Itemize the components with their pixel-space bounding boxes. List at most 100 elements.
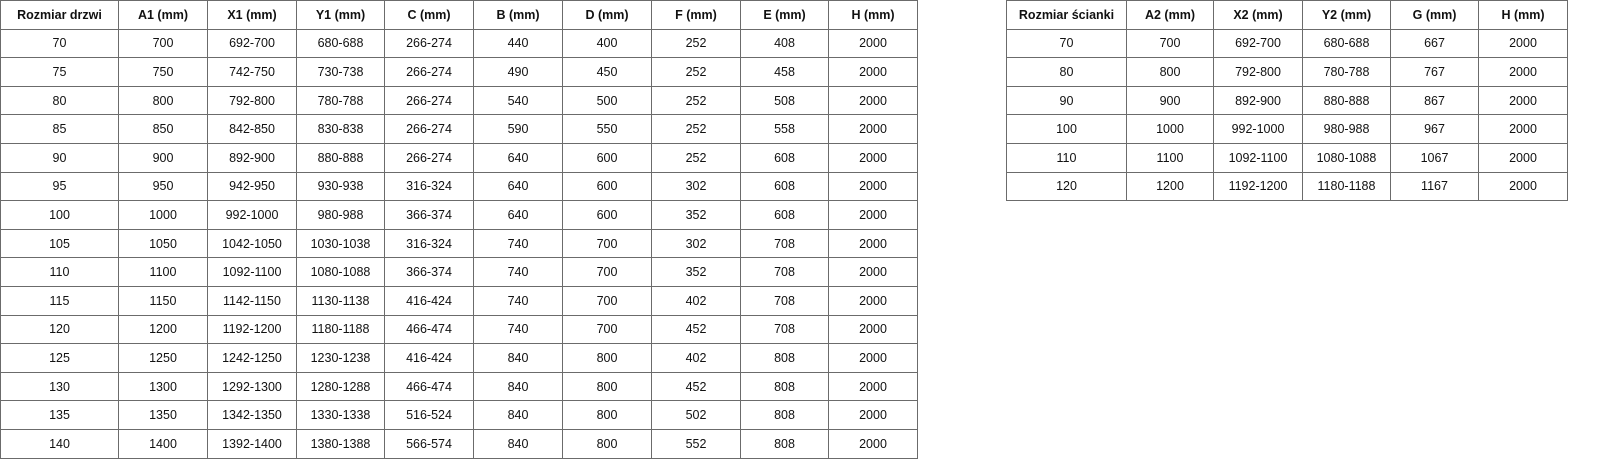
- table-cell: 2000: [1478, 114, 1568, 144]
- table-cell: 1192-1200: [207, 314, 297, 345]
- table-cell: 742-750: [207, 57, 297, 87]
- table-cell: 508: [740, 85, 829, 116]
- table-cell: 930-938: [296, 171, 385, 202]
- table-cell: 1230-1238: [296, 343, 385, 373]
- table-row: 120 1200 1192-1200 1180-1188 1167 2000: [1006, 171, 1568, 202]
- table-cell: 416-424: [384, 343, 474, 373]
- table-cell: 2000: [828, 142, 918, 173]
- column-header: Y2 (mm): [1302, 0, 1391, 30]
- table-cell: 792-800: [207, 85, 297, 116]
- table-cell: 140: [0, 428, 119, 459]
- table-cell: 640: [473, 142, 563, 173]
- table-cell: 302: [651, 171, 741, 202]
- table-cell: 792-800: [1213, 57, 1303, 87]
- table-cell: 740: [473, 285, 563, 316]
- table-cell: 120: [1006, 171, 1127, 202]
- header-row: Rozmiar drzwi A1 (mm) X1 (mm) Y1 (mm) C (mm)…: [0, 0, 918, 30]
- table-cell: 502: [651, 400, 741, 430]
- table-cell: 2000: [828, 171, 918, 202]
- table-row: 70 700 692-700 680-688 667 2000: [1006, 28, 1568, 59]
- table-row: 95 950 942-950 930-938 316-324 640 600 302 608 20…: [0, 171, 918, 202]
- table-cell: 1400: [118, 428, 208, 459]
- table-cell: 1242-1250: [207, 343, 297, 373]
- table-cell: 840: [473, 400, 563, 430]
- table-cell: 1092-1100: [207, 257, 297, 287]
- table-row: 130 1300 1292-1300 1280-1288 466-474 840 800 45…: [0, 371, 918, 402]
- table-cell: 840: [473, 428, 563, 459]
- table-cell: 1100: [118, 257, 208, 287]
- table-cell: 1280-1288: [296, 371, 385, 402]
- table-cell: 608: [740, 171, 829, 202]
- table-cell: 1380-1388: [296, 428, 385, 459]
- table-cell: 252: [651, 85, 741, 116]
- table-cell: 115: [0, 285, 119, 316]
- table-cell: 95: [0, 171, 119, 202]
- table-cell: 2000: [1478, 142, 1568, 173]
- column-header: X2 (mm): [1213, 0, 1303, 30]
- table-row: 105 1050 1042-1050 1030-1038 316-324 740 700 30…: [0, 228, 918, 259]
- table-cell: 2000: [828, 57, 918, 87]
- table-cell: 120: [0, 314, 119, 345]
- column-header: G (mm): [1390, 0, 1479, 30]
- table-cell: 942-950: [207, 171, 297, 202]
- table-cell: 700: [562, 285, 652, 316]
- table-cell: 302: [651, 228, 741, 259]
- table-row: 80 800 792-800 780-788 767 2000: [1006, 57, 1568, 87]
- table-cell: 750: [118, 57, 208, 87]
- table-row: 125 1250 1242-1250 1230-1238 416-424 840 800 40…: [0, 343, 918, 373]
- table-cell: 1350: [118, 400, 208, 430]
- table-row: 120 1200 1192-1200 1180-1188 466-474 740 700 45…: [0, 314, 918, 345]
- table-cell: 590: [473, 114, 563, 144]
- table-cell: 967: [1390, 114, 1479, 144]
- table-cell: 552: [651, 428, 741, 459]
- table-cell: 135: [0, 400, 119, 430]
- table-cell: 780-788: [1302, 57, 1391, 87]
- table-cell: 1000: [118, 200, 208, 230]
- table-cell: 830-838: [296, 114, 385, 144]
- table-cell: 458: [740, 57, 829, 87]
- table-cell: 408: [740, 28, 829, 59]
- table-cell: 500: [562, 85, 652, 116]
- table-cell: 808: [740, 428, 829, 459]
- column-header: H (mm): [1478, 0, 1568, 30]
- table-cell: 692-700: [207, 28, 297, 59]
- table-cell: 740: [473, 314, 563, 345]
- table-cell: 2000: [1478, 85, 1568, 116]
- table-cell: 900: [118, 142, 208, 173]
- table-cell: 90: [1006, 85, 1127, 116]
- table-cell: 708: [740, 228, 829, 259]
- table-cell: 1100: [1126, 142, 1214, 173]
- table-cell: 700: [562, 257, 652, 287]
- column-header: B (mm): [473, 0, 563, 30]
- table-cell: 1142-1150: [207, 285, 297, 316]
- table-cell: 700: [562, 228, 652, 259]
- table-cell: 566-574: [384, 428, 474, 459]
- table-cell: 266-274: [384, 114, 474, 144]
- table-cell: 252: [651, 28, 741, 59]
- table-cell: 100: [1006, 114, 1127, 144]
- table-cell: 110: [1006, 142, 1127, 173]
- table-row: 110 1100 1092-1100 1080-1088 366-374 740 700 35…: [0, 257, 918, 287]
- table-cell: 800: [562, 428, 652, 459]
- table-cell: 2000: [828, 200, 918, 230]
- table-cell: 842-850: [207, 114, 297, 144]
- table-cell: 692-700: [1213, 28, 1303, 59]
- table-cell: 680-688: [296, 28, 385, 59]
- table-cell: 252: [651, 114, 741, 144]
- table-cell: 892-900: [207, 142, 297, 173]
- table-cell: 600: [562, 200, 652, 230]
- table-row: 90 900 892-900 880-888 266-274 640 600 252 608 20…: [0, 142, 918, 173]
- table-cell: 680-688: [1302, 28, 1391, 59]
- table-cell: 130: [0, 371, 119, 402]
- table-cell: 2000: [828, 285, 918, 316]
- table-cell: 70: [0, 28, 119, 59]
- table-cell: 700: [562, 314, 652, 345]
- table-cell: 402: [651, 285, 741, 316]
- column-header: E (mm): [740, 0, 829, 30]
- table-row: 70 700 692-700 680-688 266-274 440 400 252 408 20…: [0, 28, 918, 59]
- table-cell: 1200: [118, 314, 208, 345]
- table-cell: 450: [562, 57, 652, 87]
- table-cell: 1330-1338: [296, 400, 385, 430]
- table-cell: 950: [118, 171, 208, 202]
- table-cell: 266-274: [384, 85, 474, 116]
